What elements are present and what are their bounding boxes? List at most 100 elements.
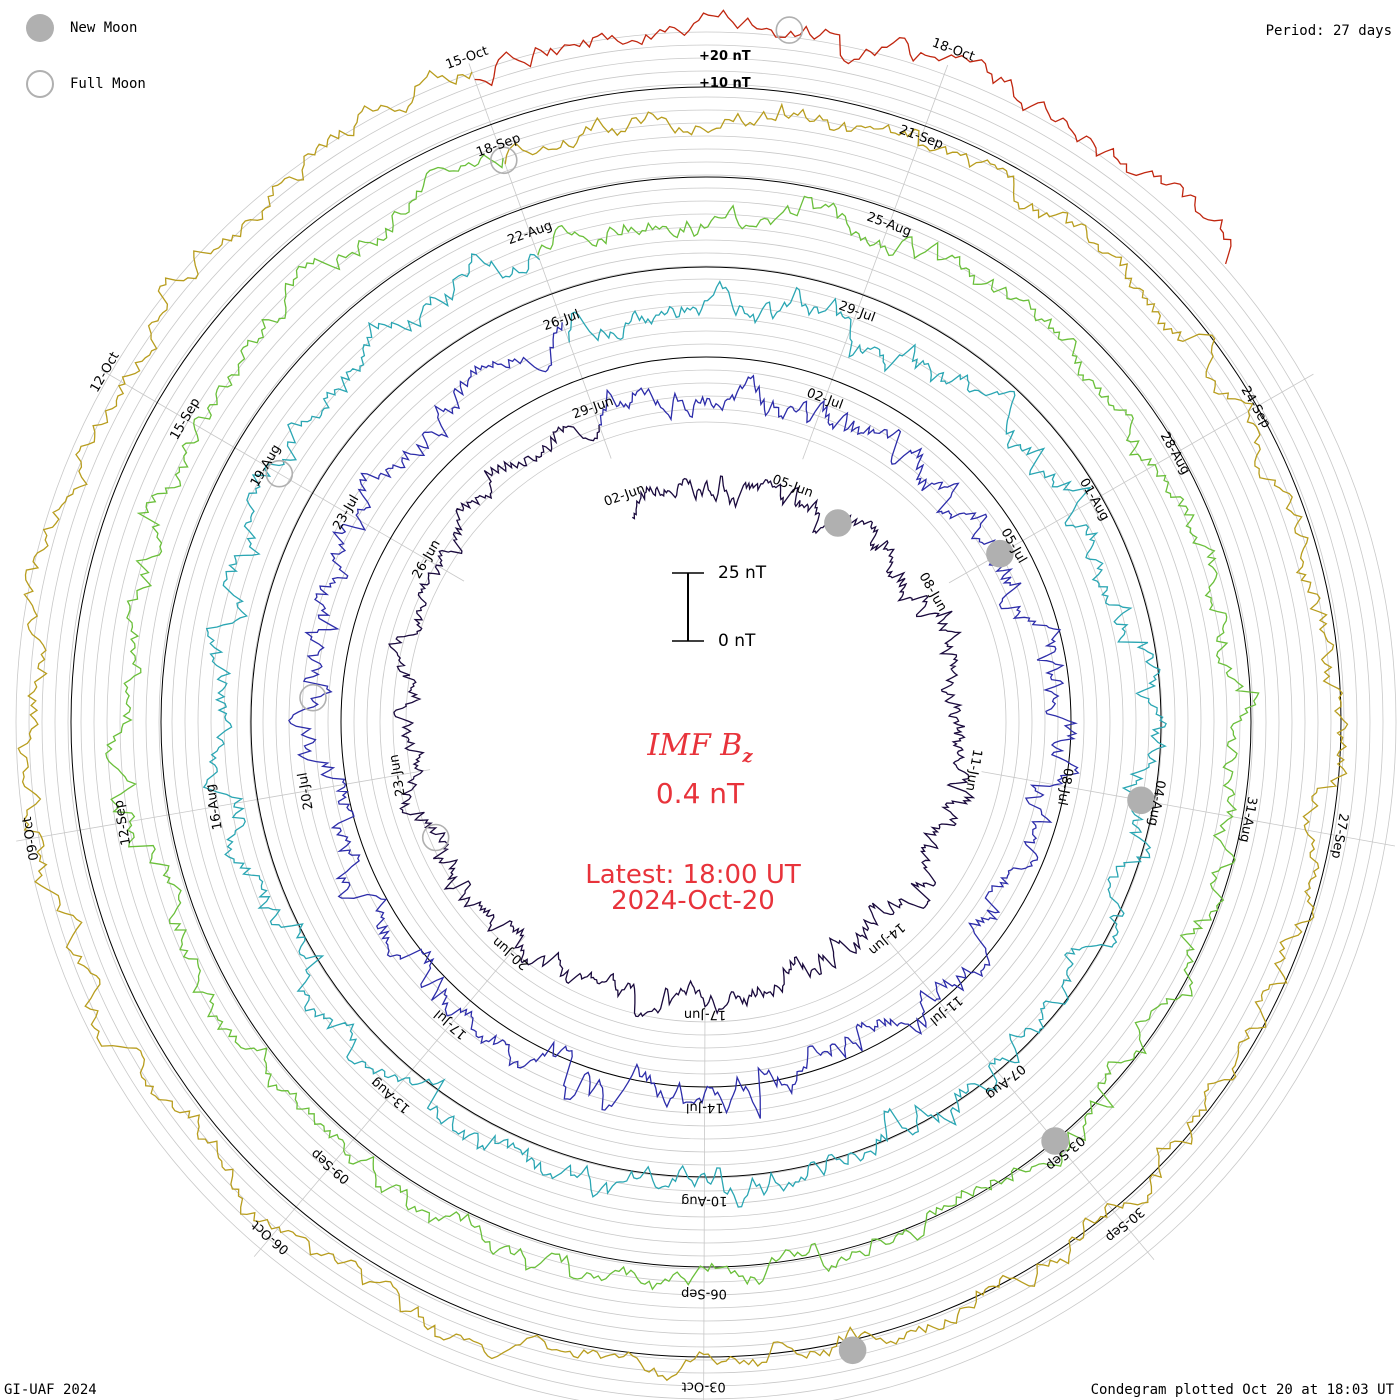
new-moon-marker [986,539,1014,568]
grid-ring [197,213,1215,1231]
legend-full-moon-label: Full Moon [70,76,146,92]
ref-label-10: +10 nT [699,76,751,91]
date-label: 13-Aug [368,1074,413,1115]
grid-ring [93,109,1319,1335]
new-moon-marker [824,509,852,537]
date-label: 29-Jul [837,299,878,326]
date-label: 09-Oct [20,816,42,862]
grid-ring [301,317,1111,1127]
date-label: 17-Jun [684,1007,726,1022]
grid-ring [41,57,1371,1387]
trace-turn-4 [105,154,1260,1291]
scale-bottom-label: 0 nT [718,631,756,651]
grid-ring [262,278,1150,1166]
new-moon-icon [26,14,54,42]
date-label: 14-Jul [686,1100,724,1115]
radial-line [703,1001,706,1400]
grid-ring [236,252,1176,1192]
ref-label-20: +20 nT [699,49,751,64]
grid-ring [184,200,1228,1244]
footer-plotted: Condegram plotted Oct 20 at 18:03 UT [1090,1382,1394,1398]
grid-ring [119,135,1293,1309]
latest-time: Latest: 18:00 UT 2024-Oct-20 [0,862,1386,914]
date-label: 20-Jul [295,771,316,811]
trace-turn-6 [474,9,1232,265]
grid-ring [210,226,1202,1218]
legend-new-moon: New Moon [26,13,137,43]
scale-bar [672,572,704,642]
period-label: Period: 27 days [1265,23,1392,39]
grid-ring [392,408,1020,1036]
reference-rings [70,86,1342,1358]
date-label: 14-Jun [865,919,907,958]
date-label: 27-Sep [1328,812,1351,860]
date-label: 08-Jul [1054,767,1075,807]
scale-top-label: 25 nT [718,563,767,583]
zero-ring [160,176,1252,1268]
date-label: 05-Jun [770,472,815,501]
radial-line [100,369,465,582]
date-label: 18-Oct [930,36,977,65]
date-label: 15-Sep [168,396,204,443]
grid-ring [80,96,1332,1348]
radial-line [16,769,431,842]
grid-ring [15,31,1397,1400]
radial-lines [16,63,1396,1400]
date-label: 21-Sep [897,123,945,153]
trace-turn-5 [17,69,1349,1382]
radial-line [468,63,612,459]
legend-full-moon: Full Moon [26,69,146,99]
new-moon-marker [1127,786,1155,815]
radial-line [884,936,1155,1261]
grid-ring [171,187,1241,1257]
date-label: 23-Jun [387,753,409,797]
latest-time-line: Latest: 18:00 UT [585,860,801,890]
date-label: 02-Jun [602,481,647,509]
legend-new-moon-label: New Moon [70,20,138,36]
grid-ring [54,70,1358,1374]
grid-ring [288,304,1124,1140]
chart-title: IMF Bz [0,728,1400,767]
full-moon-marker [265,459,294,488]
new-moon-marker [838,1336,867,1365]
grid-ring [353,369,1059,1075]
date-label: 08-Jun [916,570,950,614]
moon-markers [265,16,1155,1365]
date-label: 01-Aug [1076,476,1112,524]
chart-title-sub: z [742,746,753,767]
grid-ring [67,83,1345,1361]
radial-line [981,771,1396,847]
bz-traces [17,9,1349,1382]
footer-credit: GI-UAF 2024 [4,1382,97,1398]
grid-ring [379,395,1033,1049]
grid-ring [223,239,1189,1205]
trace-turn-1 [388,424,976,1018]
chart-title-main: IMF B [647,728,743,763]
grid-ring [366,382,1046,1062]
grid-ring [28,44,1384,1400]
latest-date-line: 2024-Oct-20 [611,886,775,916]
trace-turn-2 [288,322,1080,1119]
grid-ring [145,161,1267,1283]
zero-ring [70,86,1342,1358]
date-label: 03-Oct [682,1379,726,1394]
radial-line [802,64,949,460]
date-label: 06-Sep [681,1286,727,1301]
date-label: 29-Jun [571,394,616,422]
date-label: 12-Oct [88,349,123,395]
trace-turn-3 [202,253,1167,1208]
date-label: 15-Oct [444,44,491,73]
new-moon-marker [1041,1127,1069,1155]
full-moon-marker [489,146,518,175]
date-label: 11-Jun [962,748,984,792]
radial-line [253,935,526,1257]
date-label: 25-Aug [865,210,914,240]
grid-ring [106,122,1306,1322]
full-moon-marker [775,16,804,44]
latest-value: 0.4 nT [655,777,745,810]
full-moon-marker [299,683,327,712]
full-moon-marker [421,823,450,852]
date-label: 10-Aug [681,1193,727,1208]
grid-ring [314,330,1098,1114]
date-label: 09-Sep [308,1146,353,1187]
